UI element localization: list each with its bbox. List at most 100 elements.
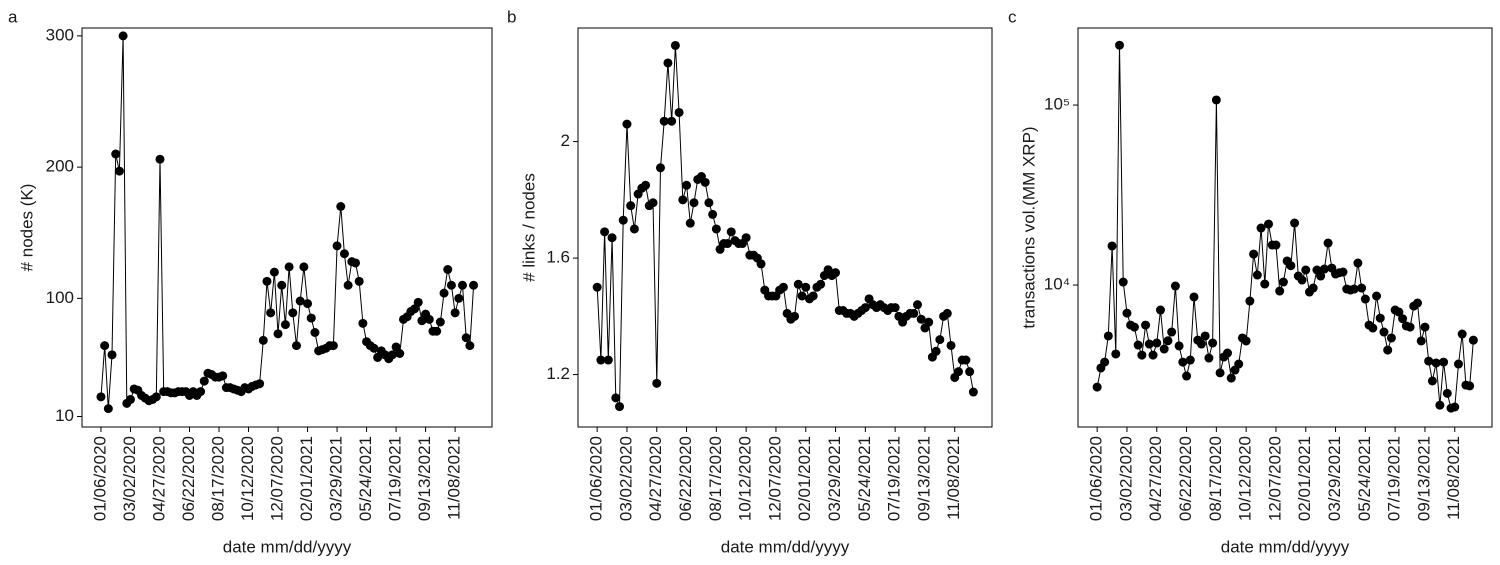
data-point	[723, 239, 733, 249]
data-point	[1439, 357, 1449, 367]
data-point	[968, 387, 978, 397]
data-point	[114, 166, 124, 176]
y-tick-label: 1.6	[546, 248, 570, 267]
data-point	[1413, 298, 1423, 308]
data-point	[1178, 357, 1188, 367]
data-point	[1453, 359, 1463, 369]
data-point	[417, 316, 427, 326]
x-tick-label: 03/29/2021	[1325, 436, 1344, 521]
x-tick-label: 06/22/2020	[179, 436, 198, 521]
data-point	[1372, 291, 1382, 301]
data-point	[1386, 333, 1396, 343]
data-point	[1360, 294, 1370, 304]
data-point	[615, 402, 625, 412]
y-axis-label: transactions vol.(MM XRP)	[1019, 126, 1038, 328]
x-tick-label: 08/17/2020	[209, 436, 228, 521]
data-point	[395, 349, 405, 358]
data-point	[663, 58, 673, 68]
x-tick-label: 07/19/2021	[386, 436, 405, 521]
data-point	[641, 180, 651, 190]
data-point	[1249, 249, 1259, 259]
data-point	[424, 314, 434, 324]
data-point	[1468, 335, 1478, 345]
data-point	[708, 209, 718, 219]
data-point	[1424, 356, 1434, 366]
data-point	[689, 198, 699, 208]
data-point	[1215, 368, 1225, 378]
data-point	[700, 177, 710, 187]
data-point	[1200, 331, 1210, 341]
data-point	[199, 376, 209, 386]
data-point	[756, 259, 766, 269]
data-point	[1174, 341, 1184, 351]
x-tick-label: 05/24/2021	[1355, 436, 1374, 521]
data-point	[1431, 358, 1441, 368]
data-point	[454, 293, 464, 303]
data-point	[354, 276, 364, 286]
y-tick-label: 10⁴	[1044, 275, 1070, 294]
data-point	[611, 393, 621, 403]
data-point	[924, 317, 934, 327]
data-point	[269, 267, 279, 277]
data-point	[667, 116, 677, 126]
data-point	[469, 280, 479, 290]
data-point	[1185, 355, 1195, 365]
data-point	[935, 335, 945, 345]
x-tick-label: 09/13/2021	[1414, 436, 1433, 521]
data-point	[1245, 296, 1255, 306]
data-point	[1420, 322, 1430, 332]
x-tick-label: 01/06/2020	[1087, 436, 1106, 521]
x-axis-label: date mm/dd/yyyy	[721, 537, 850, 556]
data-point	[670, 40, 680, 50]
data-point	[1092, 382, 1102, 392]
data-point	[1427, 376, 1437, 386]
data-point	[1122, 308, 1132, 318]
data-point	[678, 195, 688, 205]
data-point	[125, 394, 135, 404]
data-point	[1379, 327, 1389, 337]
data-point	[339, 249, 349, 259]
data-point	[1129, 322, 1139, 332]
data-point	[1208, 338, 1218, 348]
data-point	[1167, 327, 1177, 337]
x-tick-label: 09/13/2021	[914, 436, 933, 521]
data-point	[391, 342, 401, 352]
data-point	[1163, 336, 1173, 346]
data-point	[1115, 40, 1125, 50]
data-point	[1308, 283, 1318, 293]
y-tick-label: 200	[46, 157, 74, 176]
data-point	[273, 329, 283, 339]
data-point	[1435, 400, 1445, 410]
data-point	[1118, 277, 1128, 287]
x-tick-label: 06/22/2020	[676, 436, 695, 521]
y-tick-label: 10	[55, 406, 74, 425]
data-point	[266, 308, 276, 318]
data-point	[953, 367, 963, 377]
data-point	[1353, 258, 1363, 268]
data-point	[890, 303, 900, 313]
data-point	[652, 378, 662, 388]
panel-label: a	[8, 7, 18, 26]
data-point	[1196, 339, 1206, 349]
data-point	[1189, 292, 1199, 302]
data-point	[103, 404, 113, 414]
data-point	[1442, 388, 1452, 398]
data-point	[291, 341, 301, 351]
x-tick-label: 11/08/2021	[944, 436, 963, 520]
data-point	[1416, 336, 1426, 346]
data-point	[1152, 338, 1162, 348]
x-tick-label: 07/19/2021	[1385, 436, 1404, 521]
data-point	[831, 268, 841, 278]
y-tick-label: 300	[46, 25, 74, 44]
data-point	[218, 371, 228, 381]
x-tick-label: 12/07/2020	[268, 436, 287, 521]
data-point	[1256, 223, 1266, 233]
data-point	[797, 291, 807, 301]
data-point	[1457, 329, 1467, 339]
x-tick-label: 04/27/2020	[1146, 436, 1165, 521]
data-point	[741, 233, 751, 243]
data-point	[726, 227, 736, 237]
data-point	[1137, 350, 1147, 360]
data-point	[682, 180, 692, 190]
data-point	[295, 296, 305, 306]
